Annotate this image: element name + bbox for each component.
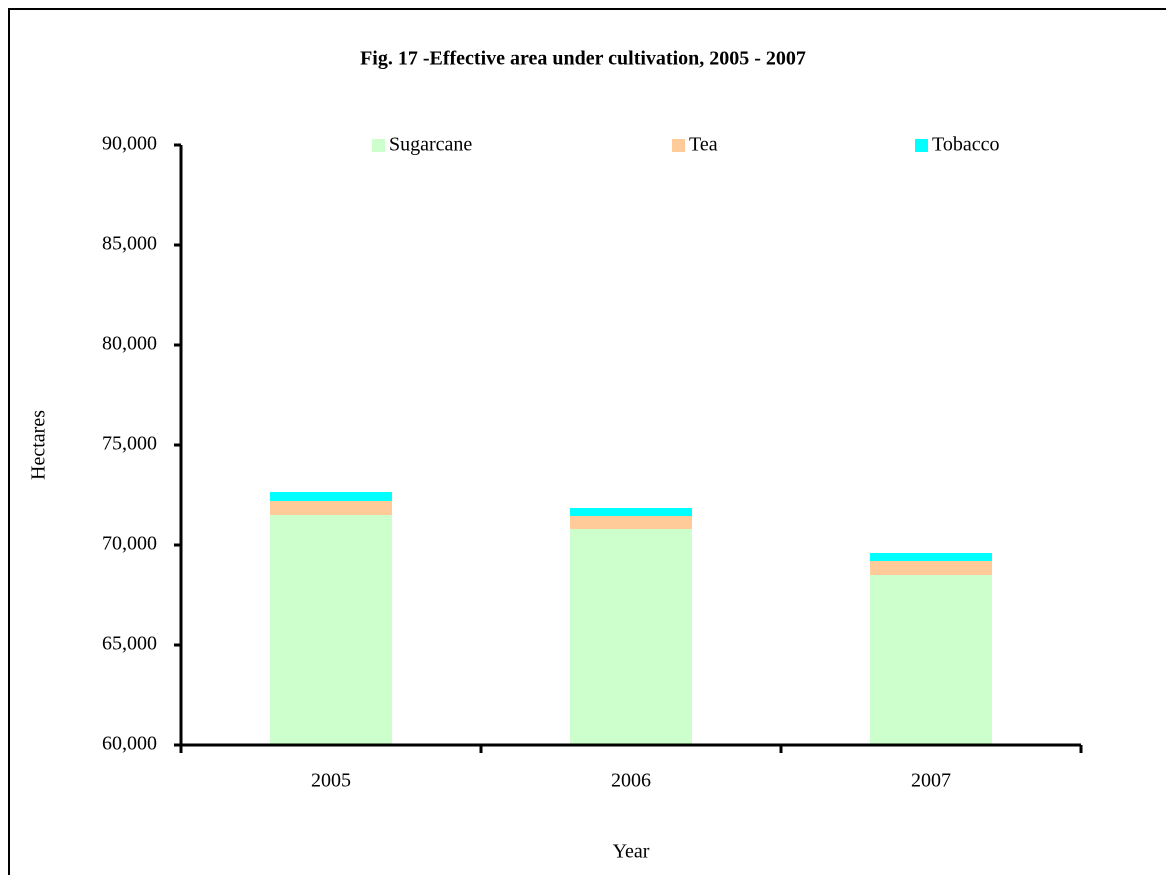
bar-segment [570, 508, 692, 516]
bar-segment [270, 492, 392, 501]
legend-label: Sugarcane [389, 134, 472, 156]
bar-segment [870, 561, 992, 575]
legend-label: Tobacco [932, 134, 999, 156]
bar-segment [270, 515, 392, 745]
x-tick-label: 2005 [311, 770, 351, 792]
y-tick-label: 90,000 [102, 133, 157, 155]
y-tick-label: 85,000 [102, 233, 157, 255]
x-axis-label: Year [613, 841, 650, 863]
legend-label: Tea [689, 134, 718, 156]
legend-swatch [372, 139, 385, 152]
y-tick-label: 60,000 [102, 733, 157, 755]
x-tick-label: 2006 [611, 770, 651, 792]
y-axis-label: Hectares [28, 410, 50, 480]
y-tick-label: 75,000 [102, 433, 157, 455]
bar-segment [270, 501, 392, 515]
bar-segment [870, 553, 992, 561]
chart-title: Fig. 17 -Effective area under cultivatio… [360, 48, 806, 70]
bar-segment [570, 516, 692, 529]
y-tick-label: 80,000 [102, 333, 157, 355]
x-tick-label: 2007 [911, 770, 951, 792]
bar-segment [570, 529, 692, 745]
y-tick-label: 65,000 [102, 633, 157, 655]
bar-segment [870, 575, 992, 745]
y-tick-label: 70,000 [102, 533, 157, 555]
legend-swatch [672, 139, 685, 152]
legend-swatch [915, 139, 928, 152]
